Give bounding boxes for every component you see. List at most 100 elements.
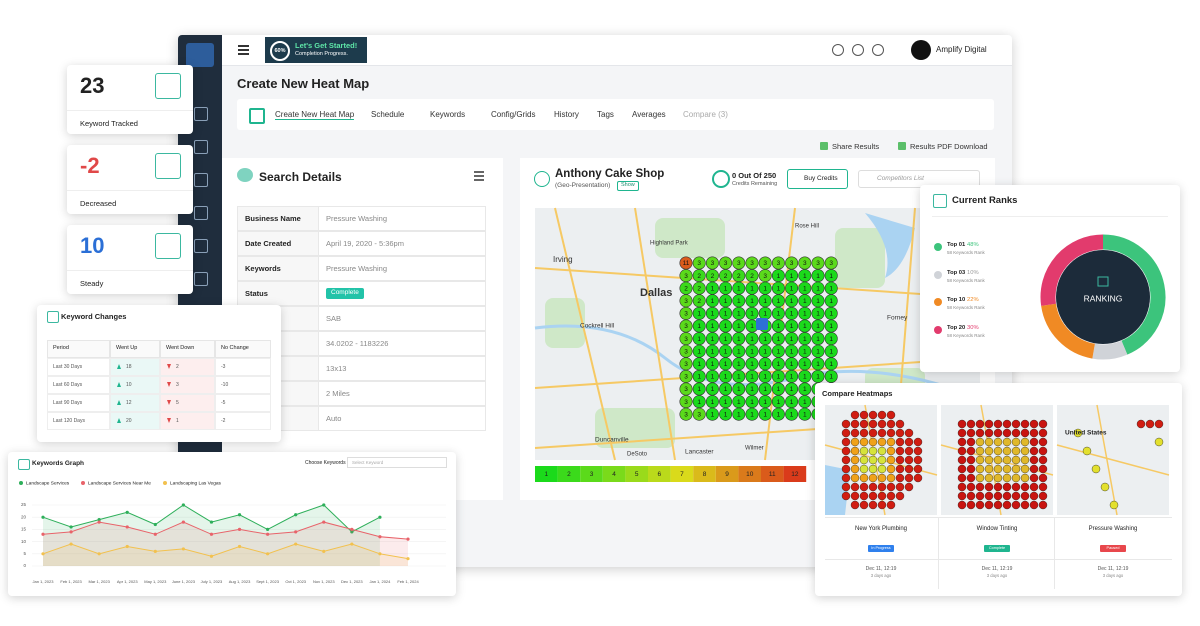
topbar-icon[interactable]: [852, 44, 864, 56]
credits-icon: [712, 170, 730, 188]
detail-row: Status Complete: [237, 281, 486, 306]
grid-rank: 2: [684, 285, 688, 292]
thumb-point: [850, 446, 860, 456]
grid-rank: 1: [816, 311, 820, 318]
thumb-point: [877, 428, 887, 438]
stat-label: Steady: [80, 279, 104, 288]
grid-rank: 2: [697, 285, 701, 292]
tab[interactable]: Compare (3): [683, 110, 728, 119]
competitors-dropdown[interactable]: Competitors List: [858, 170, 980, 188]
grid-rank: 1: [803, 348, 807, 355]
tab[interactable]: Tags: [597, 110, 614, 119]
series-point: [97, 520, 101, 524]
series-point: [237, 527, 242, 531]
thumb-point: [859, 455, 869, 465]
detail-value: 13x13: [326, 364, 347, 373]
thumb-point: [868, 491, 878, 501]
thumb-point: [850, 455, 860, 465]
thumb-point: [957, 455, 967, 465]
thumb-point: [886, 482, 896, 492]
compare-ago: 3 days ago: [986, 573, 1008, 578]
series-point: [153, 522, 157, 527]
thumb-point: [886, 446, 896, 456]
grid-rank: 3: [777, 260, 781, 267]
x-tick-label: Mar 1, 2023: [88, 579, 110, 584]
trend-arrow: [117, 364, 121, 369]
series-point: [181, 547, 185, 551]
rank-percent: 10%: [967, 269, 979, 276]
buy-credits-label[interactable]: Buy Credits: [804, 175, 838, 182]
table-value: -10: [221, 382, 229, 388]
thumb-point: [1038, 473, 1048, 483]
table-cell: [215, 376, 271, 394]
grid-rank: 1: [763, 298, 767, 305]
scale-label: 2: [567, 471, 571, 478]
thumb-point: [1029, 473, 1039, 483]
grid-rank: 1: [711, 386, 715, 393]
tab[interactable]: Create New Heat Map: [275, 110, 355, 120]
tab[interactable]: Averages: [632, 110, 666, 119]
thumb-point: [913, 455, 923, 465]
stat-value: 10: [80, 233, 105, 258]
grid-point: [719, 407, 733, 421]
table-value: 2: [176, 364, 179, 370]
business-icon: [534, 171, 550, 187]
action-link[interactable]: Share Results: [832, 142, 880, 151]
topbar-icon[interactable]: [832, 44, 844, 56]
avatar[interactable]: [911, 40, 931, 60]
keyword-select[interactable]: Select Keyword: [347, 457, 447, 468]
account-name[interactable]: Amplify Digital: [936, 45, 987, 54]
grid-rank: 1: [777, 273, 781, 280]
grid-rank: 1: [777, 348, 781, 355]
panel-icon: [237, 168, 253, 182]
scale-cell: [535, 466, 558, 482]
thumb-point: [841, 419, 851, 429]
detail-label-cell: [238, 282, 319, 305]
thumb-point: [1038, 464, 1048, 474]
grid-rank: 1: [724, 411, 728, 418]
grid-rank: 3: [684, 374, 688, 381]
buy-credits-button[interactable]: Buy Credits: [787, 169, 848, 189]
thumb-point: [1011, 446, 1021, 456]
show-badge[interactable]: Show: [617, 181, 639, 191]
thumb-point: [1002, 437, 1012, 447]
grid-rank: 1: [816, 374, 820, 381]
series-point: [378, 515, 382, 519]
table-value: 20: [126, 418, 132, 424]
thumb-point: [841, 446, 851, 456]
thumb-point: [877, 473, 887, 483]
grid-rank: 3: [737, 260, 741, 267]
grid-rank: 2: [750, 273, 754, 280]
scale-label: 8: [703, 471, 707, 478]
card-icon: [933, 194, 947, 208]
grid-rank: 1: [737, 336, 741, 343]
tab[interactable]: Schedule: [371, 110, 405, 119]
donut-segment: [1041, 303, 1096, 359]
menu-line: [474, 171, 484, 173]
grid-rank: 1: [750, 311, 754, 318]
select-placeholder[interactable]: Select Keyword: [352, 460, 384, 465]
grid-rank: 1: [750, 285, 754, 292]
menu-line: [474, 179, 484, 181]
grid-rank: 1: [777, 399, 781, 406]
map-label: Cockrell Hill: [580, 323, 615, 330]
keywords-graph-card: Keywords Graph Choose Keywords Select Keyw…: [8, 452, 456, 596]
thumb-point: [913, 446, 923, 456]
grid-rank: 1: [829, 323, 833, 330]
competitors-label[interactable]: Competitors List: [877, 175, 924, 182]
tab[interactable]: History: [554, 110, 579, 119]
topbar-icon[interactable]: [872, 44, 884, 56]
rank-percent: 48%: [967, 242, 979, 248]
grid-rank: 2: [724, 273, 728, 280]
grid-rank: 1: [737, 285, 741, 292]
grid-rank: 1: [829, 336, 833, 343]
grid-rank: 1: [790, 298, 794, 305]
grid-rank: 1: [816, 285, 820, 292]
series-point: [237, 513, 242, 517]
action-link[interactable]: Results PDF Download: [910, 142, 988, 151]
thumb-point: [1091, 464, 1101, 474]
series-point: [97, 518, 101, 522]
thumb-point: [841, 491, 851, 501]
tab[interactable]: Config/Grids: [491, 110, 536, 119]
tab[interactable]: Keywords: [430, 110, 466, 119]
